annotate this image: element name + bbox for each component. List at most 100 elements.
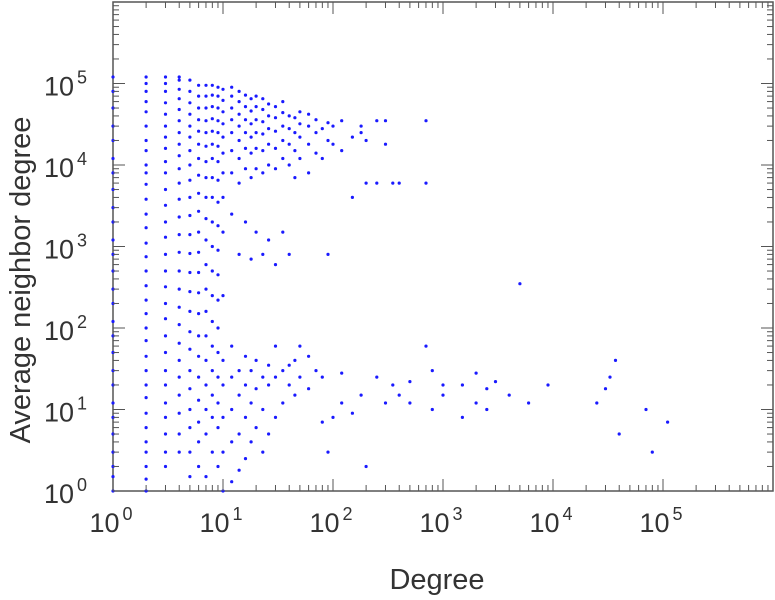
data-point: [177, 411, 181, 415]
data-point: [237, 112, 241, 116]
data-point: [243, 383, 248, 387]
data-point: [507, 393, 511, 397]
data-point: [254, 167, 258, 171]
plot-area: [112, 1, 774, 492]
data-point: [197, 398, 201, 402]
data-point: [307, 124, 311, 128]
axis-ticks: [112, 2, 773, 492]
data-point: [188, 233, 192, 237]
data-point: [281, 401, 285, 405]
data-point: [188, 475, 192, 479]
data-point: [307, 171, 311, 175]
data-point: [221, 110, 225, 114]
data-point: [261, 375, 265, 379]
data-point: [188, 78, 192, 82]
data-point: [216, 298, 220, 302]
data-point: [237, 138, 241, 143]
data-point: [111, 238, 115, 242]
data-point: [243, 131, 248, 135]
data-point: [163, 235, 168, 239]
data-point: [364, 464, 368, 469]
data-point: [546, 383, 550, 387]
data-point: [261, 407, 265, 412]
data-point: [210, 415, 214, 419]
data-point: [163, 269, 168, 273]
x-tick-label: 10 1: [199, 504, 242, 538]
data-point: [221, 383, 225, 387]
data-point: [144, 255, 148, 259]
data-point: [210, 369, 214, 373]
data-point: [320, 127, 324, 131]
data-point: [267, 238, 271, 242]
data-point: [617, 432, 621, 436]
data-point: [204, 238, 208, 242]
data-point: [340, 149, 344, 153]
data-point: [197, 83, 201, 87]
data-point: [163, 146, 168, 150]
data-point: [281, 156, 285, 161]
data-point: [261, 450, 265, 454]
data-point: [188, 387, 192, 391]
data-point: [237, 432, 241, 436]
data-point: [527, 401, 531, 405]
data-point: [177, 119, 181, 123]
data-point: [163, 301, 168, 306]
data-point: [460, 415, 464, 419]
tick-labels: 10 0 10 1 10 2 10 3 10 4 10 5 10 0 10 1 10 2 10 3 10 4 10 5: [44, 68, 683, 539]
data-point: [163, 89, 168, 93]
data-point: [298, 156, 302, 161]
data-point: [197, 129, 201, 133]
data-point: [320, 420, 324, 424]
data-point: [364, 181, 368, 185]
data-point: [441, 393, 445, 397]
data-point: [424, 344, 428, 348]
data-point: [177, 197, 181, 201]
data-point: [188, 290, 192, 294]
y-tick-label: 10 1: [44, 394, 87, 428]
data-point: [177, 215, 181, 219]
data-point: [281, 124, 285, 128]
data-point: [188, 347, 192, 351]
data-point: [188, 330, 192, 334]
data-point: [230, 407, 234, 412]
data-point: [644, 407, 648, 412]
data-point: [177, 341, 181, 345]
data-point: [204, 83, 208, 87]
data-point: [188, 213, 192, 218]
data-point: [144, 298, 148, 302]
data-point: [340, 371, 344, 375]
data-point: [163, 432, 168, 436]
data-point: [177, 323, 181, 327]
data-point: [326, 121, 330, 125]
data-point: [237, 468, 241, 472]
data-point: [237, 252, 241, 256]
data-point: [144, 226, 148, 230]
data-point: [163, 171, 168, 175]
data-point: [144, 354, 148, 358]
data-point: [603, 387, 608, 391]
data-point: [243, 354, 248, 358]
data-point: [249, 97, 253, 101]
data-point: [177, 87, 181, 91]
data-point: [163, 124, 168, 128]
data-point: [375, 375, 379, 379]
data-point: [197, 230, 201, 234]
data-point: [188, 195, 192, 199]
data-point: [254, 118, 258, 122]
data-point: [163, 160, 168, 164]
data-point: [307, 387, 311, 391]
data-point: [111, 75, 115, 79]
data-point: [216, 350, 220, 355]
data-point: [287, 114, 291, 118]
data-point: [350, 195, 354, 199]
data-point: [230, 131, 234, 135]
data-point: [210, 195, 214, 199]
data-point: [249, 401, 253, 405]
data-point: [163, 415, 168, 419]
data-point: [144, 138, 148, 143]
data-point: [267, 114, 271, 118]
data-point: [230, 118, 234, 122]
data-point: [216, 106, 220, 110]
data-point: [261, 132, 265, 136]
